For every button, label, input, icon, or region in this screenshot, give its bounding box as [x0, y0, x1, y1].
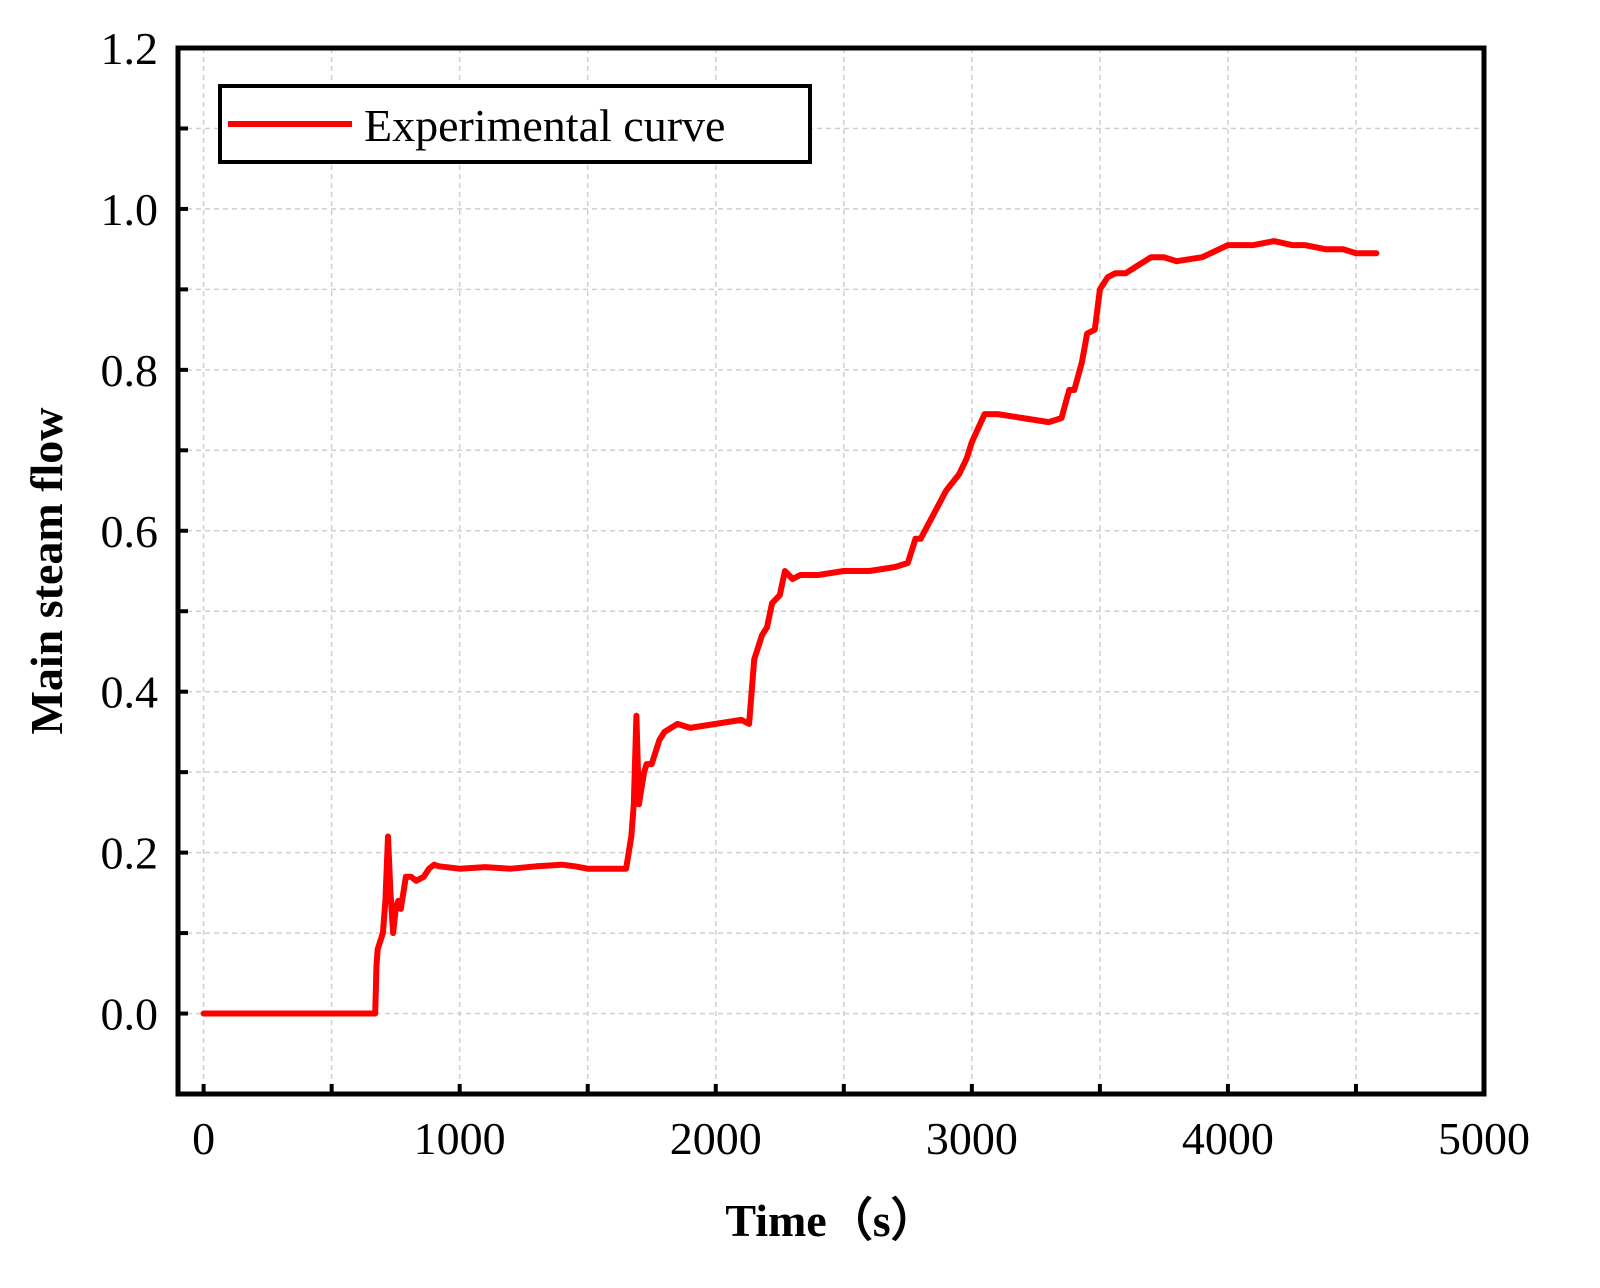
plot-frame [175, 45, 1487, 1097]
x-tick-label: 1000 [414, 1113, 506, 1164]
y-tick-label: 0.4 [101, 667, 159, 718]
gridlines [178, 48, 1484, 1094]
series-line [200, 238, 1380, 1017]
legend: Experimental curve [218, 84, 812, 164]
plot-area [175, 45, 1487, 1097]
x-tick-label: 3000 [926, 1113, 1018, 1164]
y-axis-tick-labels: 0.0 0.2 0.4 0.6 0.8 1.0 1.2 [101, 23, 159, 1040]
x-axis-title: Time（s） [725, 1195, 936, 1246]
series-layer [200, 238, 1380, 1017]
y-tick-label: 1.2 [101, 23, 159, 74]
y-tick-label: 1.0 [101, 184, 159, 235]
x-tick-label: 2000 [670, 1113, 762, 1164]
y-tick-label: 0.0 [101, 989, 159, 1040]
x-axis-tick-labels: 0 1000 2000 3000 4000 5000 [192, 1113, 1530, 1164]
x-tick-label: 5000 [1438, 1113, 1530, 1164]
y-axis-title: Main steam flow [21, 407, 72, 734]
y-tick-label: 0.2 [101, 828, 159, 879]
x-tick-label: 0 [192, 1113, 215, 1164]
y-tick-label: 0.6 [101, 506, 159, 557]
axis-ticks [178, 46, 1486, 1094]
legend-label: Experimental curve [364, 100, 725, 151]
x-tick-label: 4000 [1182, 1113, 1274, 1164]
y-tick-label: 0.8 [101, 345, 159, 396]
